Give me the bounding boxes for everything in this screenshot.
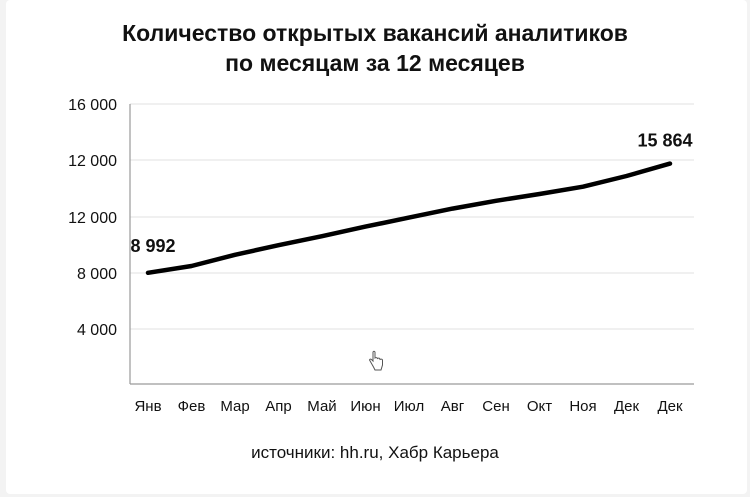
x-tick-label: Фев	[178, 398, 206, 415]
x-tick-labels: Янв Фев Мар Апр Май Июн Июл Авг Сен Окт Ноя Дек Дек	[134, 398, 683, 415]
x-tick-label: Окт	[527, 398, 552, 415]
chart-title-block: Количество открытых вакансий аналитиков …	[0, 18, 750, 78]
y-tick-label: 12 000	[68, 210, 117, 227]
y-tick-label: 16 000	[68, 97, 117, 114]
x-tick-label: Май	[307, 398, 336, 415]
chart-subtitle: по месяцам за 12 месяцев	[225, 50, 525, 76]
x-tick-label: Апр	[265, 398, 291, 415]
x-tick-label: Авг	[441, 398, 465, 415]
x-tick-label: Июл	[394, 398, 424, 415]
y-tick-label: 12 000	[68, 153, 117, 170]
x-tick-label: Сен	[482, 398, 509, 415]
x-tick-label: Дек	[657, 398, 683, 415]
source-note: источники: hh.ru, Хабр Карьера	[251, 443, 499, 462]
grid-lines	[130, 103, 694, 330]
data-label: 8 992	[130, 236, 175, 256]
series-line	[145, 161, 673, 276]
x-tick-label: Ноя	[569, 398, 596, 415]
x-tick-label: Янв	[134, 398, 161, 415]
x-tick-label: Июн	[350, 398, 380, 415]
y-tick-label: 8 000	[77, 266, 117, 283]
y-tick-labels: 4 000 8 000 12 000 12 000 16 000	[68, 97, 117, 339]
y-tick-label: 4 000	[77, 322, 117, 339]
data-label: 15 864	[637, 131, 692, 151]
chart-title: Количество открытых вакансий аналитиков	[122, 20, 628, 46]
data-labels: 8 992 15 864	[130, 131, 692, 256]
x-tick-label: Мар	[220, 398, 249, 415]
x-tick-label: Дек	[614, 398, 640, 415]
